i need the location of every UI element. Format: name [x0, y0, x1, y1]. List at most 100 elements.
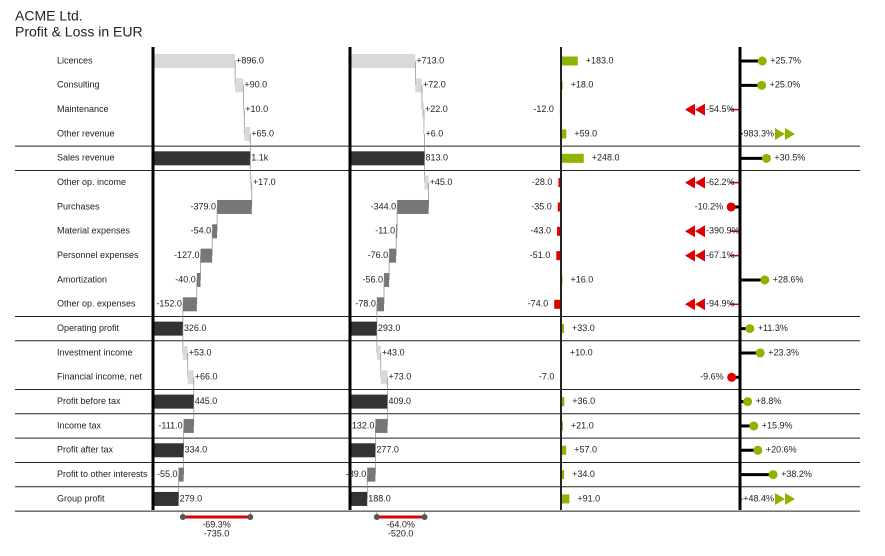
value-label: 445.0	[195, 396, 218, 406]
bar	[415, 78, 422, 93]
overflow-arrow	[775, 127, 795, 140]
value-label: -55.0	[157, 469, 178, 479]
bar	[153, 443, 184, 458]
value-label: +34.0	[572, 469, 595, 479]
bar	[375, 418, 388, 433]
value-label: +10.0	[245, 104, 268, 114]
value-label: -94.9%	[706, 299, 735, 309]
value-label: +23.3%	[768, 347, 799, 357]
overflow-arrow	[685, 249, 705, 262]
row-label: Amortization	[57, 274, 107, 284]
value-label: +10.0	[570, 347, 593, 357]
value-label: +8.8%	[756, 396, 782, 406]
row-label: Licences	[57, 55, 93, 65]
value-label: 1.1k	[251, 153, 269, 163]
value-label: -54.0	[191, 226, 212, 236]
row-label: Group profit	[57, 493, 105, 503]
delta-bar	[561, 397, 565, 407]
delta-bar	[557, 202, 561, 212]
bar	[350, 443, 376, 458]
value-label: +11.3%	[758, 323, 788, 333]
overflow-arrow	[685, 103, 705, 116]
overflow-arrow	[775, 492, 795, 505]
row-label: Other op. income	[57, 177, 126, 187]
bar	[200, 248, 213, 263]
value-label: -56.0	[362, 274, 383, 284]
bar	[250, 175, 252, 190]
bar	[196, 272, 201, 287]
bar	[424, 175, 429, 190]
variance-end	[421, 514, 428, 520]
value-label: -390.9%	[706, 226, 740, 236]
value-label: -111.0	[158, 420, 182, 430]
bar	[183, 418, 194, 433]
overflow-arrow	[685, 298, 705, 311]
value-label: 188.0	[368, 493, 391, 503]
delta-bar	[561, 494, 570, 504]
variance-end	[247, 514, 254, 520]
bar	[350, 491, 368, 506]
value-label: +72.0	[423, 80, 446, 90]
value-label: +66.0	[195, 372, 218, 382]
value-label: +25.0%	[770, 80, 801, 90]
bar	[178, 467, 184, 482]
pin-head	[768, 470, 778, 480]
value-label: -40.0	[175, 274, 196, 284]
bar	[153, 394, 194, 409]
variance-pct: -64.0%	[386, 519, 415, 529]
value-label: +983.3%	[738, 128, 774, 138]
value-label: -89.0	[346, 469, 367, 479]
value-label: -10.2%	[695, 201, 724, 211]
pin-head	[753, 445, 763, 455]
delta-bar	[561, 324, 565, 334]
value-label: -43.0	[531, 226, 552, 236]
delta-bar	[561, 153, 584, 163]
row-label: Personnel expenses	[57, 250, 139, 260]
value-label: +713.0	[416, 55, 444, 65]
value-label: +20.6%	[766, 445, 797, 455]
value-label: +248.0	[592, 153, 620, 163]
row-label: Financial income, net	[57, 372, 143, 382]
overflow-arrow	[685, 176, 705, 189]
variance-end	[373, 514, 380, 520]
chart-subtitle: Profit & Loss in EUR	[15, 24, 143, 40]
bar	[423, 126, 425, 141]
bar	[350, 54, 416, 68]
pin-head	[757, 56, 767, 66]
pin-head	[743, 397, 753, 407]
value-label: +43.0	[382, 347, 405, 357]
value-label: -7.0	[539, 372, 555, 382]
bar	[235, 78, 244, 93]
row-label: Sales revenue	[57, 153, 115, 163]
bar	[182, 297, 197, 312]
delta-bar	[556, 251, 561, 261]
value-label: -54.5%	[706, 104, 735, 114]
row-label: Material expenses	[57, 226, 131, 236]
value-label: +15.9%	[762, 420, 793, 430]
value-label: -379.0	[191, 201, 217, 211]
bar	[396, 224, 398, 239]
delta-bar	[554, 299, 561, 309]
value-label: +30.5%	[774, 153, 805, 163]
bar	[389, 248, 397, 263]
value-label: 409.0	[388, 396, 411, 406]
value-label: 279.0	[180, 493, 203, 503]
row-label: Income tax	[57, 420, 102, 430]
bar	[350, 321, 377, 336]
value-label: -127.0	[174, 250, 200, 260]
value-label: -344.0	[371, 201, 397, 211]
bar	[187, 370, 194, 385]
variance-value: -735.0	[204, 528, 230, 538]
value-label: +90.0	[244, 80, 267, 90]
pin-head	[749, 421, 759, 431]
delta-bar	[561, 445, 567, 455]
value-label: -76.0	[368, 250, 389, 260]
value-label: -11.0	[375, 226, 395, 236]
bar	[421, 102, 424, 117]
pin-head	[745, 324, 755, 334]
bar	[376, 345, 381, 360]
value-label: +183.0	[586, 55, 614, 65]
variance-value: -520.0	[388, 528, 414, 538]
pin-head	[760, 275, 770, 285]
